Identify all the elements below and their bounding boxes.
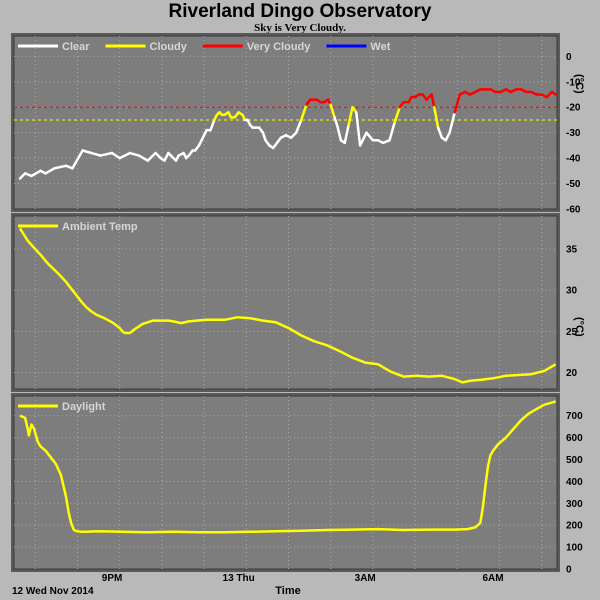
sky-temp-segment bbox=[81, 149, 93, 155]
x-axis-label: Time bbox=[275, 585, 300, 597]
y-tick-label: 500 bbox=[566, 455, 583, 466]
sky-temp-segment bbox=[137, 154, 150, 162]
y-tick-label: 700 bbox=[566, 411, 583, 422]
sky-temp-segment bbox=[343, 123, 350, 145]
y-tick-label: 30 bbox=[566, 286, 578, 297]
plot-area bbox=[13, 215, 558, 390]
sky-temp-segment bbox=[333, 116, 339, 127]
sky-status-subtitle: Sky is Very Cloudy. bbox=[254, 22, 346, 34]
date-label: 12 Wed Nov 2014 bbox=[12, 586, 94, 597]
x-tick-label: 9PM bbox=[102, 573, 123, 584]
plot-area bbox=[13, 35, 558, 210]
y-tick-label: 0 bbox=[566, 565, 572, 576]
y-tick-label: 0 bbox=[566, 52, 572, 63]
y-tick-label: 25 bbox=[566, 327, 578, 338]
y-tick-label: 200 bbox=[566, 521, 583, 532]
daylight-line bbox=[19, 400, 557, 534]
sky-temp-segment bbox=[163, 151, 170, 162]
sky-temp-segment bbox=[335, 123, 343, 142]
sky-temp-segment bbox=[30, 169, 42, 178]
sky-temp-segment bbox=[393, 105, 401, 124]
sky-temp-segment bbox=[261, 131, 267, 142]
sky-temp-segment bbox=[355, 111, 362, 147]
sky-temp-segment bbox=[358, 131, 368, 147]
y-tick-label: -20 bbox=[566, 103, 581, 114]
sky-temp-segment bbox=[209, 118, 216, 132]
y-axis-label: (°C) bbox=[573, 74, 585, 94]
y-tick-label: -40 bbox=[566, 154, 581, 165]
y-tick-label: 20 bbox=[566, 368, 578, 379]
sky-temp-segment bbox=[388, 121, 396, 142]
sky-temp-segment bbox=[433, 105, 440, 129]
x-tick-label: 13 Thu bbox=[223, 573, 255, 584]
y-tick-label: 600 bbox=[566, 433, 583, 444]
y-tick-label: 35 bbox=[566, 244, 578, 255]
plot-area bbox=[13, 395, 558, 570]
x-tick-label: 6AM bbox=[483, 573, 504, 584]
y-axis-label: (°C) bbox=[573, 317, 585, 337]
y-tick-label: -10 bbox=[566, 77, 581, 88]
x-tick-label: 3AM bbox=[355, 573, 376, 584]
sky-temp-segment bbox=[430, 93, 436, 109]
y-tick-label: -30 bbox=[566, 128, 581, 139]
sky-temp-segment bbox=[294, 118, 303, 134]
sky-temp-segment bbox=[128, 151, 141, 157]
y-tick-label: 400 bbox=[566, 477, 583, 488]
sky-temp-segment bbox=[453, 93, 462, 114]
sky-temp-segment bbox=[436, 126, 444, 140]
sky-temp-segment bbox=[347, 105, 354, 127]
sky-temp-segment bbox=[90, 151, 102, 157]
y-tick-label: -60 bbox=[566, 205, 581, 216]
sky-temp-segment bbox=[146, 151, 157, 162]
sky-temp-segment bbox=[99, 151, 114, 157]
legend-label: Clear bbox=[62, 41, 90, 53]
legend-label: Ambient Temp bbox=[62, 221, 138, 233]
legend-label: Cloudy bbox=[150, 41, 188, 53]
sky-temp-segment bbox=[110, 151, 121, 160]
y-tick-label: 300 bbox=[566, 499, 583, 510]
sky-temp-segment bbox=[550, 90, 557, 96]
legend-label: Daylight bbox=[62, 401, 106, 413]
sky-temp-segment bbox=[53, 164, 68, 170]
sky-temp-segment bbox=[365, 131, 375, 142]
sky-temp-segment bbox=[329, 103, 336, 119]
ambient-temp-line bbox=[18, 227, 557, 384]
y-tick-label: -50 bbox=[566, 179, 581, 190]
legend-label: Wet bbox=[370, 41, 390, 53]
sky-temp-segment bbox=[448, 111, 456, 134]
sky-temp-segment bbox=[118, 151, 132, 160]
sky-temp-segment bbox=[71, 149, 84, 170]
page-title: Riverland Dingo Observatory bbox=[168, 1, 432, 22]
sky-temp-segment bbox=[44, 167, 56, 175]
y-tick-label: 100 bbox=[566, 543, 583, 554]
sky-temp-segment bbox=[300, 103, 308, 122]
legend-label: Very Cloudy bbox=[247, 41, 311, 53]
sky-temp-segment bbox=[444, 131, 451, 142]
